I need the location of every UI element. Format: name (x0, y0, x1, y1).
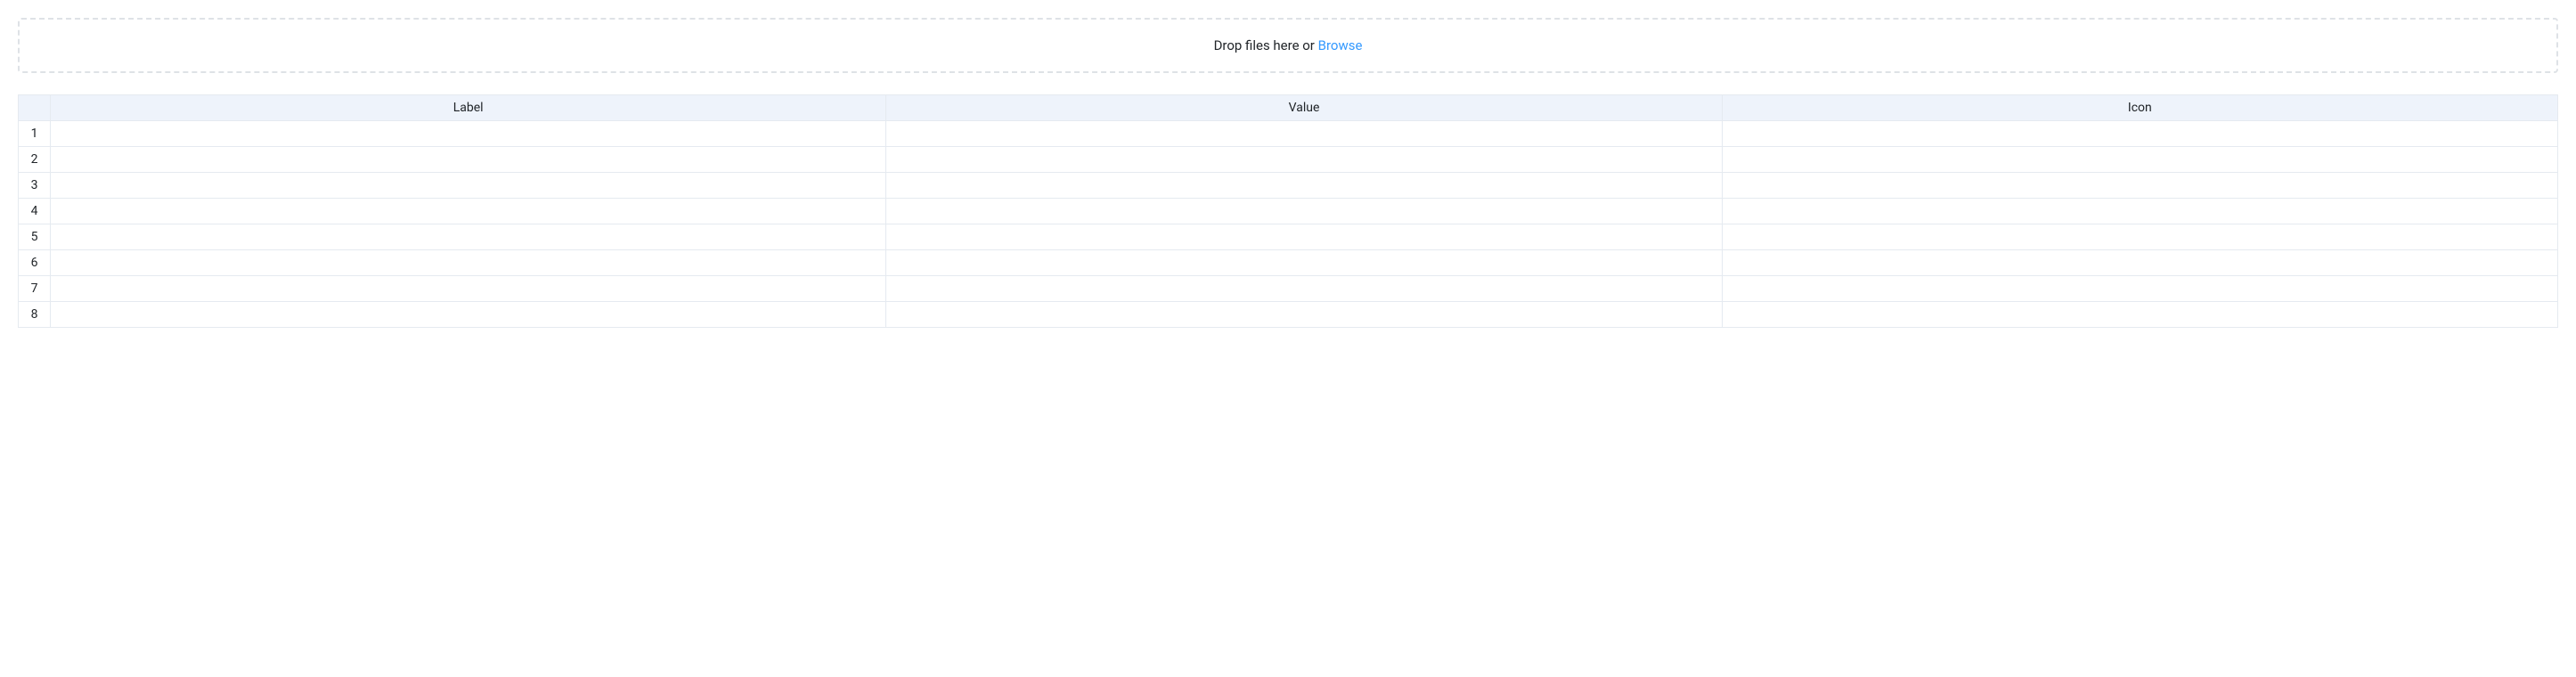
row-number[interactable]: 7 (19, 276, 51, 302)
cell-label[interactable] (51, 224, 886, 250)
row-number[interactable]: 6 (19, 250, 51, 276)
table-header-row: Label Value Icon (19, 95, 2558, 121)
file-dropzone[interactable]: Drop files here or Browse (18, 18, 2558, 73)
cell-icon[interactable] (1722, 276, 2557, 302)
cell-label[interactable] (51, 250, 886, 276)
cell-label[interactable] (51, 173, 886, 199)
column-header-label[interactable]: Label (51, 95, 886, 121)
cell-label[interactable] (51, 147, 886, 173)
cell-icon[interactable] (1722, 147, 2557, 173)
data-grid-wrapper: Label Value Icon 1 2 3 (18, 94, 2558, 328)
row-number[interactable]: 2 (19, 147, 51, 173)
cell-value[interactable] (886, 121, 1722, 147)
cell-value[interactable] (886, 224, 1722, 250)
browse-link[interactable]: Browse (1318, 37, 1363, 53)
column-header-icon[interactable]: Icon (1722, 95, 2557, 121)
cell-label[interactable] (51, 276, 886, 302)
cell-label[interactable] (51, 302, 886, 328)
cell-icon[interactable] (1722, 302, 2557, 328)
row-number[interactable]: 5 (19, 224, 51, 250)
row-number-header (19, 95, 51, 121)
cell-icon[interactable] (1722, 173, 2557, 199)
cell-value[interactable] (886, 147, 1722, 173)
row-number[interactable]: 3 (19, 173, 51, 199)
column-header-value[interactable]: Value (886, 95, 1722, 121)
row-number[interactable]: 4 (19, 199, 51, 224)
table-row[interactable]: 8 (19, 302, 2558, 328)
cell-value[interactable] (886, 173, 1722, 199)
row-number[interactable]: 1 (19, 121, 51, 147)
cell-value[interactable] (886, 276, 1722, 302)
dropzone-prefix-text: Drop files here or (1214, 37, 1318, 53)
row-number[interactable]: 8 (19, 302, 51, 328)
cell-value[interactable] (886, 250, 1722, 276)
table-row[interactable]: 5 (19, 224, 2558, 250)
table-row[interactable]: 2 (19, 147, 2558, 173)
table-row[interactable]: 6 (19, 250, 2558, 276)
table-row[interactable]: 1 (19, 121, 2558, 147)
table-row[interactable]: 7 (19, 276, 2558, 302)
table-row[interactable]: 3 (19, 173, 2558, 199)
data-grid[interactable]: Label Value Icon 1 2 3 (18, 94, 2558, 328)
cell-icon[interactable] (1722, 121, 2557, 147)
dropzone-instruction: Drop files here or Browse (1214, 37, 1363, 53)
cell-label[interactable] (51, 199, 886, 224)
table-row[interactable]: 4 (19, 199, 2558, 224)
cell-label[interactable] (51, 121, 886, 147)
cell-icon[interactable] (1722, 199, 2557, 224)
cell-value[interactable] (886, 199, 1722, 224)
cell-icon[interactable] (1722, 224, 2557, 250)
cell-value[interactable] (886, 302, 1722, 328)
cell-icon[interactable] (1722, 250, 2557, 276)
